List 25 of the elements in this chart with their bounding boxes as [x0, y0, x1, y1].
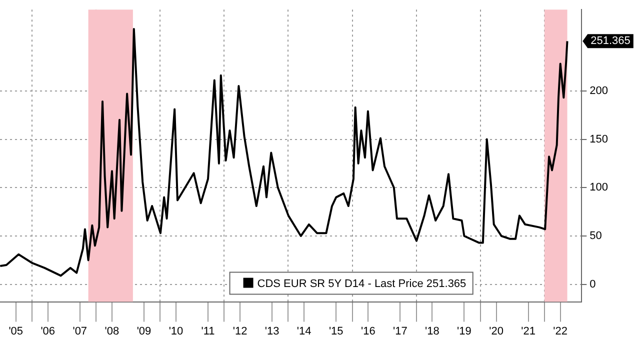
x-tick-label: '05 [8, 325, 24, 338]
x-tick-label: '08 [104, 325, 120, 338]
y-tick-label: 0 [590, 278, 596, 290]
x-tick-label: '13 [264, 325, 280, 338]
x-tick-label: '16 [361, 325, 376, 338]
legend-label: CDS EUR SR 5Y D14 - Last Price 251.365 [257, 278, 466, 290]
x-tick-label: '17 [393, 325, 408, 338]
x-tick-label: '06 [40, 325, 56, 338]
y-tick-label: 50 [590, 230, 602, 242]
x-tick-label: '19 [457, 325, 472, 338]
x-tick-label: '11 [201, 325, 215, 338]
y-tick-label: 150 [590, 133, 608, 146]
x-tick-label: '15 [328, 325, 344, 338]
annotation: 251.365 [590, 35, 630, 48]
x-tick-label: '22 [553, 325, 568, 338]
x-tick-label: '09 [136, 325, 152, 338]
x-tick-label: '12 [232, 325, 248, 338]
x-tick-label: '10 [168, 325, 184, 338]
x-tick-label: '14 [296, 325, 312, 338]
y-tick-label: 200 [590, 84, 608, 97]
x-tick-label: '18 [425, 325, 440, 338]
y-tick-label: 100 [590, 182, 608, 194]
x-tick-label: '21 [521, 325, 536, 338]
x-tick-label: '07 [72, 325, 88, 338]
x-tick-label: '20 [489, 325, 504, 338]
